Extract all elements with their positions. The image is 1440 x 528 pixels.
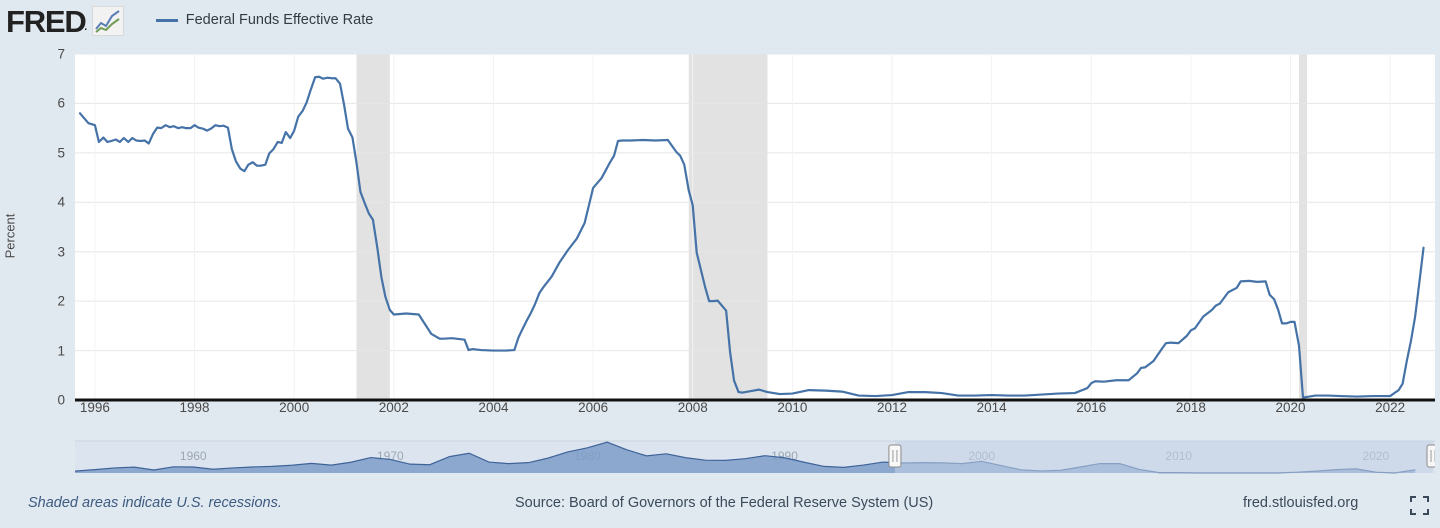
fred-logo[interactable]: FRED . [6, 3, 124, 37]
y-axis-tick-label: 0 [57, 392, 65, 408]
x-axis-tick-label: 1998 [179, 400, 210, 415]
x-axis-tick-label: 2006 [578, 400, 609, 415]
chart-canvas[interactable] [75, 54, 1435, 439]
x-axis-tick-label: 2016 [1076, 400, 1107, 415]
y-axis-tick-label: 2 [57, 293, 65, 309]
x-axis-tick-label: 2004 [478, 400, 509, 415]
recession-band [688, 54, 768, 400]
series-line-federal-funds-effective-rate[interactable] [78, 75, 1425, 399]
navigator-left-handle[interactable] [888, 444, 902, 468]
x-axis-tick-label: 2018 [1175, 400, 1206, 415]
x-axis-tick-label: 1996 [79, 400, 110, 415]
fred-wordmark: FRED [6, 3, 87, 39]
x-axis-ticks: 1996 1998 2000 2002 2004 2006 2008 2010 2012 2014… [75, 400, 1435, 430]
legend-color-swatch [155, 18, 178, 22]
y-axis-tick-label: 1 [57, 343, 65, 359]
y-axis-tick-label: 7 [57, 46, 65, 62]
y-axis-tick-label: 5 [57, 145, 65, 161]
y-axis-tick-label: 4 [57, 194, 65, 210]
recession-note: Shaded areas indicate U.S. recessions. [28, 495, 282, 511]
x-axis-tick-label: 2010 [777, 400, 808, 415]
navigator-selection-window[interactable] [894, 441, 1434, 473]
x-axis-tick-label: 2014 [976, 400, 1007, 415]
legend-series-label: Federal Funds Effective Rate [185, 12, 374, 28]
chart-legend[interactable]: Federal Funds Effective Rate [155, 12, 374, 28]
chart-footer: Shaded areas indicate U.S. recessions. S… [0, 488, 1440, 528]
line-chart-icon [91, 6, 124, 36]
y-axis-ticks: 0 1 2 3 4 5 6 7 [15, 40, 65, 435]
x-axis-tick-label: 2000 [279, 400, 310, 415]
navigator-right-handle[interactable] [1426, 444, 1435, 468]
x-axis-tick-label: 2012 [876, 400, 908, 415]
x-axis-tick-label: 2020 [1275, 400, 1306, 415]
y-axis-tick-label: 3 [57, 244, 65, 260]
fullscreen-icon[interactable] [1410, 496, 1429, 515]
navigator-area-fill [75, 442, 1416, 473]
fred-logo-dot: . [83, 16, 88, 34]
chart-header: FRED . Federal Funds Effective Rate [0, 0, 1440, 40]
x-axis-tick-label: 2002 [378, 400, 409, 415]
navigator-year-label: 1960 [180, 449, 207, 463]
source-note: Source: Board of Governors of the Federa… [515, 495, 934, 511]
range-navigator[interactable]: 1960197019801990200020102020 [75, 437, 1435, 481]
x-axis-tick-label: 2008 [677, 400, 708, 415]
x-axis-tick-label: 2022 [1375, 400, 1406, 415]
y-axis-tick-label: 6 [57, 95, 65, 111]
recession-band [1299, 54, 1307, 400]
site-url-label: fred.stlouisfed.org [1243, 495, 1359, 511]
